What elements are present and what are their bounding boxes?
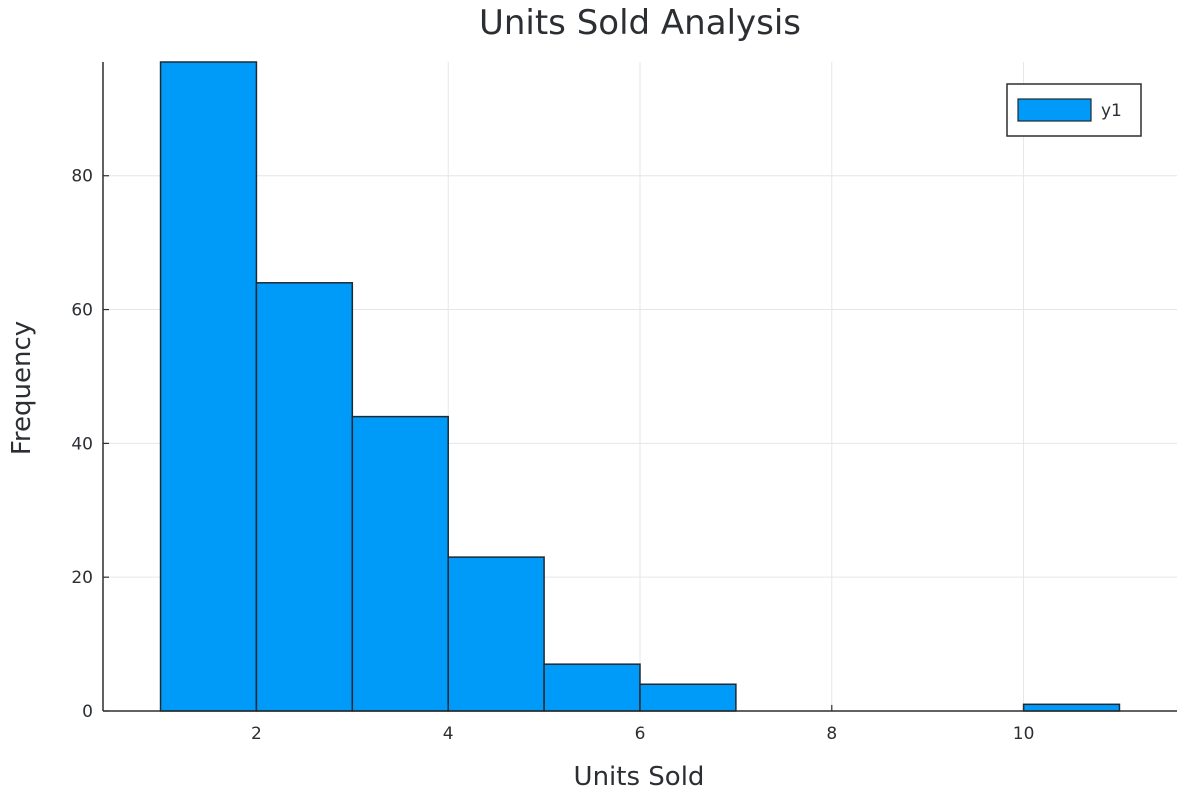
x-tick-label: 10	[1013, 724, 1035, 744]
histogram-bar	[1022, 703, 1121, 712]
legend-label-y1: y1	[1101, 101, 1122, 121]
y-axis-ticks: 0 20 40 60 80	[71, 167, 109, 722]
histogram-bar	[543, 663, 641, 712]
histogram-bar	[447, 556, 545, 712]
histogram-bar	[351, 415, 449, 712]
y-axis-label: Frequency	[7, 321, 37, 455]
histogram-bar	[639, 683, 737, 712]
x-axis-label: Units Sold	[574, 762, 705, 792]
x-tick-label: 4	[443, 724, 454, 744]
x-tick-label: 8	[826, 724, 837, 744]
x-axis-ticks: 2 4 6 8 10	[251, 705, 1034, 744]
histogram-bar	[255, 282, 354, 712]
chart-title: Units Sold Analysis	[479, 3, 801, 43]
legend-swatch-y1	[1017, 98, 1092, 122]
y-tick-label: 0	[82, 702, 93, 722]
x-tick-label: 2	[251, 724, 262, 744]
x-tick-label: 6	[635, 724, 646, 744]
y-tick-label: 40	[71, 434, 93, 454]
y-tick-label: 20	[71, 568, 93, 588]
y-tick-label: 80	[71, 167, 93, 187]
legend: y1	[1006, 83, 1142, 137]
y-tick-label: 60	[71, 301, 93, 321]
histogram-bar	[159, 61, 258, 712]
